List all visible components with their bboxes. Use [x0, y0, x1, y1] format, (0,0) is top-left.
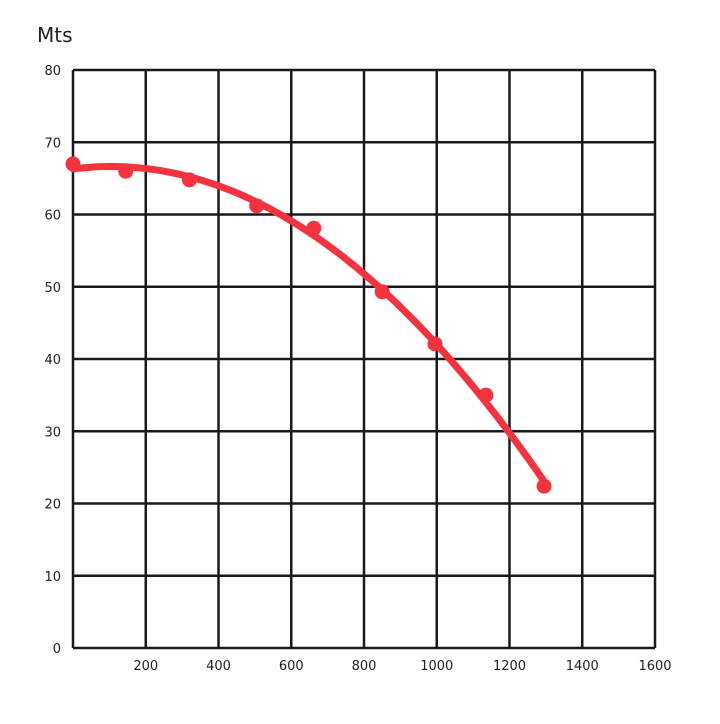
y-axis-title: Mts — [37, 23, 73, 47]
y-tick-label: 60 — [44, 209, 61, 224]
y-tick-label: 30 — [44, 425, 61, 440]
y-tick-label: 50 — [44, 281, 61, 296]
data-point — [65, 156, 81, 172]
y-tick-label: 10 — [44, 570, 61, 585]
x-tick-label: 1600 — [638, 659, 671, 674]
x-tick-label: 1400 — [566, 659, 599, 674]
data-point — [478, 387, 494, 403]
data-point — [536, 478, 552, 494]
x-tick-label: 200 — [133, 659, 158, 674]
grid — [71, 68, 657, 650]
y-tick-label: 40 — [44, 353, 61, 368]
x-tick-label: 800 — [352, 659, 377, 674]
x-tick-label: 1200 — [493, 659, 526, 674]
x-tick-label: 1000 — [420, 659, 453, 674]
x-tick-label: 600 — [279, 659, 304, 674]
y-tick-label: 0 — [53, 642, 61, 657]
y-tick-label: 80 — [44, 64, 61, 79]
data-point — [118, 163, 134, 179]
data-point — [374, 284, 390, 300]
series — [65, 156, 552, 494]
x-tick-label: 400 — [206, 659, 231, 674]
y-tick-label: 20 — [44, 498, 61, 513]
tick-labels: 200 400 600 800 1000 1200 1400 1600 0 10 20 30 40 50 6… — [44, 64, 671, 674]
y-tick-label: 70 — [44, 136, 61, 151]
data-point — [249, 198, 265, 214]
data-point — [427, 336, 443, 352]
data-point — [181, 172, 197, 188]
data-point — [306, 220, 322, 236]
